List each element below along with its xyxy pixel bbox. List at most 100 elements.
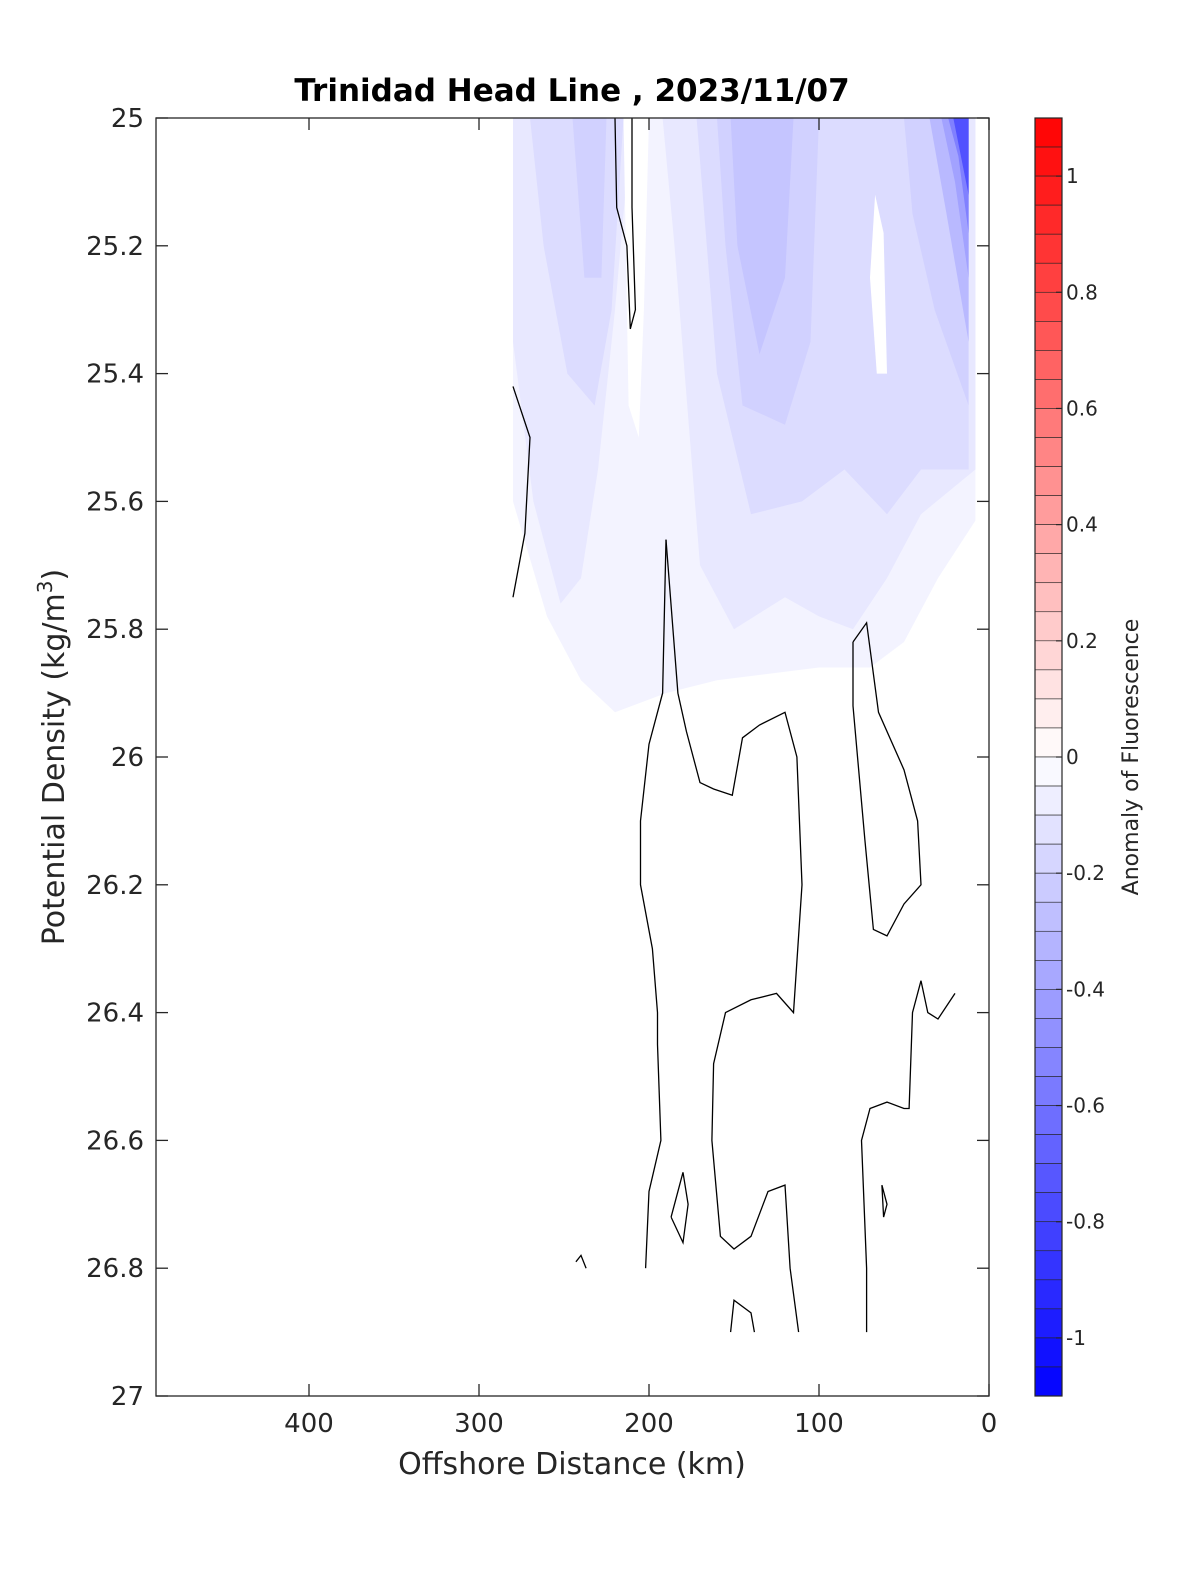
colorbar-tick-label: -1	[1066, 1326, 1086, 1350]
colorbar-tick-label: 0.6	[1066, 396, 1098, 420]
contour-line	[614, 117, 637, 330]
colorbar-cell	[1034, 582, 1063, 613]
colorbar-cell	[1034, 291, 1063, 322]
colorbar-cell	[1034, 379, 1063, 409]
colorbar-cell	[1034, 1192, 1063, 1223]
y-tick-label: 25	[111, 104, 144, 134]
y-tick-label: 26	[111, 743, 144, 773]
contour-lines	[512, 117, 956, 1333]
colorbar-tick-label: -0.4	[1066, 977, 1105, 1001]
colorbar-label: Anomaly of Fluorescence	[1119, 619, 1144, 896]
colorbar-cell	[1034, 1105, 1063, 1135]
colorbar-cell	[1034, 146, 1063, 177]
x-tick-label: 400	[284, 1409, 334, 1439]
plot-area: 400 300 200 100 0 25 25.2 25.4 25.6 25.8 26 26.2 26…	[86, 104, 997, 1439]
contour-fill-region	[730, 118, 794, 355]
colorbar-cell	[1034, 1250, 1063, 1281]
y-tick-label: 25.6	[86, 487, 144, 517]
contour-line	[512, 386, 531, 598]
y-tick-label: 27	[111, 1382, 144, 1412]
colorbar-cell	[1034, 640, 1063, 671]
contour-line	[670, 1172, 689, 1245]
colorbar: 1 0.8 0.6 0.4 0.2 0 -0.2 -0.4 -0.6 -0.8 -1	[1034, 117, 1105, 1397]
colorbar-cell	[1034, 1279, 1063, 1310]
colorbar-cell	[1034, 1366, 1063, 1397]
colorbar-ticks: 1 0.8 0.6 0.4 0.2 0 -0.2 -0.4 -0.6 -0.8 -1	[1056, 164, 1105, 1350]
colorbar-cell	[1034, 204, 1063, 235]
x-tick-label: 100	[794, 1409, 844, 1439]
colorbar-cell	[1034, 669, 1063, 700]
colorbar-cell	[1034, 1047, 1063, 1077]
colorbar-cell	[1034, 524, 1063, 554]
contour-line	[860, 980, 922, 1333]
y-axis-label-close: )	[37, 569, 72, 581]
colorbar-cell	[1034, 930, 1063, 961]
colorbar-cell	[1034, 901, 1063, 932]
colorbar-frame	[1034, 117, 1063, 1397]
x-tick-label: 200	[624, 1409, 674, 1439]
y-tick-label: 25.2	[86, 232, 144, 262]
colorbar-cell	[1034, 175, 1063, 206]
colorbar-cell	[1034, 117, 1063, 148]
colorbar-tick-label: 1	[1066, 164, 1079, 188]
y-tick-label: 26.4	[86, 999, 144, 1029]
x-axis-label: Offshore Distance (km)	[398, 1447, 746, 1482]
colorbar-tick-label: -0.6	[1066, 1094, 1105, 1118]
colorbar-tick-label: 0.8	[1066, 280, 1098, 304]
contour-line	[729, 1298, 756, 1333]
contour-fill-region	[953, 118, 969, 195]
colorbar-cell	[1034, 814, 1063, 845]
y-tick-label: 26.6	[86, 1126, 144, 1156]
colorbar-cell	[1034, 756, 1063, 787]
colorbar-cell	[1034, 1134, 1063, 1164]
contour-zero-region	[870, 194, 887, 374]
filled-contours	[513, 118, 976, 713]
colorbar-cell	[1034, 960, 1063, 990]
colorbar-cell	[1034, 611, 1063, 642]
colorbar-cell	[1034, 785, 1063, 816]
colorbar-cell	[1034, 1308, 1063, 1339]
colorbar-cell	[1034, 321, 1063, 351]
colorbar-cell	[1034, 408, 1063, 438]
colorbar-cell	[1034, 1076, 1063, 1106]
x-axis-ticks: 400 300 200 100 0	[284, 118, 997, 1439]
contour-line	[665, 539, 803, 1333]
plot-frame	[155, 117, 990, 1397]
contour-line	[881, 1184, 888, 1218]
y-axis-label: Potential Density (kg/m3)	[33, 569, 72, 945]
contour-line	[920, 980, 956, 1020]
y-axis-label-text: Potential Density (kg/m	[37, 593, 72, 945]
contour-fill-region	[572, 118, 607, 278]
y-tick-label: 25.4	[86, 360, 144, 390]
colorbar-tick-label: -0.8	[1066, 1210, 1105, 1234]
y-tick-label: 26.8	[86, 1254, 144, 1284]
y-axis-label-superscript: 3	[33, 580, 57, 593]
colorbar-cell	[1034, 1163, 1063, 1193]
y-tick-label: 25.8	[86, 615, 144, 645]
colorbar-cell	[1034, 233, 1063, 264]
colorbar-cell	[1034, 262, 1063, 293]
colorbar-cell	[1034, 989, 1063, 1019]
colorbar-cell	[1034, 727, 1063, 758]
colorbar-cell	[1034, 843, 1063, 874]
colorbar-cell	[1034, 495, 1063, 525]
colorbar-tick-label: 0.2	[1066, 629, 1098, 653]
colorbar-tick-label: -0.2	[1066, 861, 1105, 885]
colorbar-cell	[1034, 437, 1063, 467]
contour-line	[852, 621, 922, 937]
colorbar-cell	[1034, 1221, 1063, 1252]
contour-line	[639, 539, 667, 1269]
contour-line	[575, 1254, 587, 1269]
x-tick-label: 0	[981, 1409, 998, 1439]
contour-zero-region	[623, 118, 649, 438]
colorbar-cell	[1034, 350, 1063, 380]
colorbar-cell	[1034, 1018, 1063, 1048]
y-axis-ticks: 25 25.2 25.4 25.6 25.8 26 26.2 26.4 26.6 26.8 27	[86, 104, 989, 1412]
chart-title: Trinidad Head Line , 2023/11/07	[294, 73, 849, 109]
colorbar-cell	[1034, 872, 1063, 903]
colorbar-tick-label: 0.4	[1066, 513, 1098, 537]
y-tick-label: 26.2	[86, 871, 144, 901]
colorbar-cell	[1034, 553, 1063, 584]
colorbar-cell	[1034, 1337, 1063, 1368]
